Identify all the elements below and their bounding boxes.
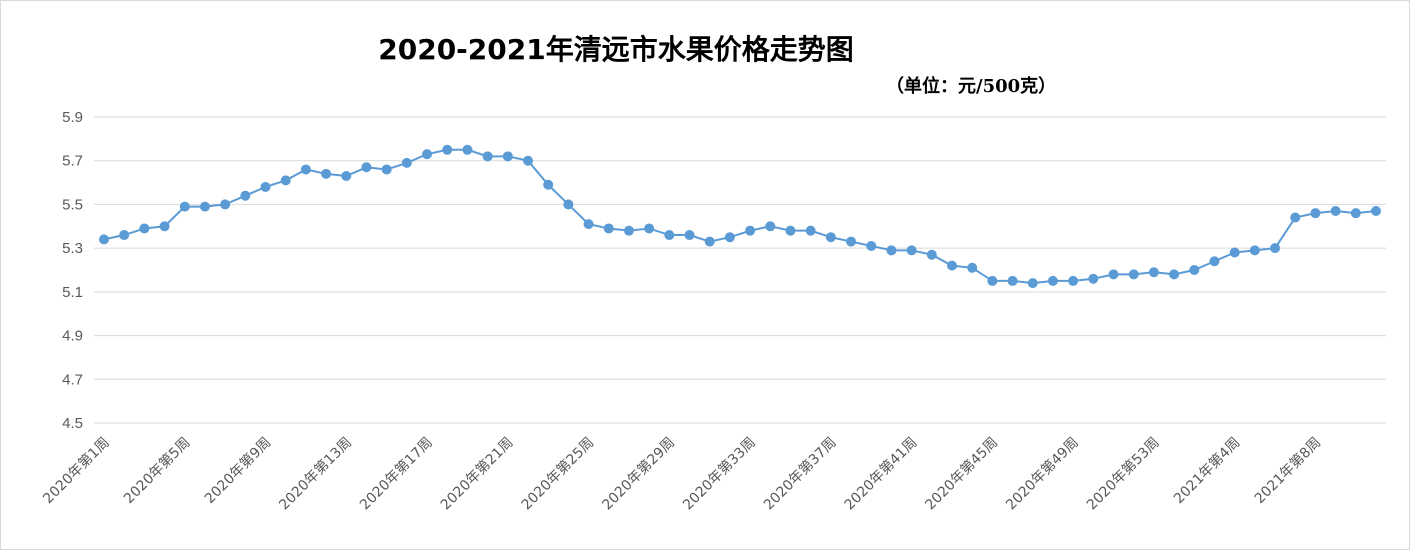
data-point — [1007, 275, 1018, 286]
data-point — [381, 164, 392, 175]
unit-label: （单位：元/500克） — [886, 75, 1056, 97]
data-point — [1330, 205, 1341, 216]
chart-title: 2020-2021年清远市水果价格走势图 — [378, 33, 853, 66]
data-point — [1128, 269, 1139, 280]
data-point — [785, 225, 796, 236]
x-tick-label: 2020年第21周 — [437, 434, 517, 514]
data-point — [502, 151, 513, 162]
x-tick-label: 2020年第5周 — [120, 434, 193, 507]
y-tick-label: 5.5 — [62, 196, 83, 213]
data-point — [1088, 273, 1099, 284]
data-point — [300, 164, 311, 175]
data-point — [664, 230, 675, 241]
data-point — [401, 157, 412, 168]
x-tick-label: 2020年第33周 — [679, 434, 759, 514]
data-point — [987, 275, 998, 286]
data-point — [745, 225, 756, 236]
data-point — [361, 162, 372, 173]
x-tick-label: 2020年第41周 — [841, 434, 921, 514]
data-point — [724, 232, 735, 243]
y-tick-label: 4.5 — [62, 415, 83, 432]
data-point — [1270, 243, 1281, 254]
data-point — [1027, 278, 1038, 289]
data-point — [926, 249, 937, 260]
data-point — [159, 221, 170, 232]
data-point — [462, 144, 473, 155]
data-point — [1350, 208, 1361, 219]
data-point — [523, 155, 533, 166]
data-point — [1249, 245, 1260, 256]
data-point — [825, 232, 836, 243]
data-point — [1189, 265, 1200, 275]
data-point — [704, 236, 715, 247]
data-point — [422, 149, 433, 160]
data-point — [1047, 275, 1058, 286]
x-tick-label: 2021年第4周 — [1170, 434, 1243, 507]
data-point — [260, 181, 271, 192]
x-tick-label: 2020年第45周 — [922, 434, 1002, 514]
data-point — [240, 190, 251, 201]
data-point — [442, 144, 453, 155]
y-tick-label: 4.7 — [62, 371, 83, 388]
data-point — [866, 240, 877, 251]
x-tick-label: 2021年第8周 — [1251, 434, 1324, 507]
data-point — [583, 219, 594, 230]
data-point — [199, 201, 210, 212]
data-point — [1169, 269, 1180, 280]
data-point — [603, 223, 614, 234]
data-point — [967, 262, 978, 273]
x-tick-label: 2020年第37周 — [760, 434, 840, 514]
data-point — [482, 151, 493, 162]
data-point — [280, 175, 291, 186]
data-point — [179, 201, 190, 212]
data-point — [1290, 212, 1301, 223]
data-point — [623, 225, 634, 236]
data-point — [1229, 247, 1240, 258]
x-tick-label: 2020年第53周 — [1083, 434, 1163, 514]
y-tick-label: 4.9 — [62, 328, 83, 345]
data-point — [1371, 205, 1381, 216]
data-point — [1068, 275, 1079, 286]
x-tick-label: 2020年第1周 — [40, 434, 113, 507]
y-tick-label: 5.9 — [62, 109, 83, 126]
data-point — [805, 225, 816, 236]
y-tick-label: 5.1 — [62, 284, 83, 301]
data-point — [220, 199, 231, 210]
y-axis-ticks: 5.9 5.7 5.5 5.3 5.1 4.9 4.7 4.5 — [62, 109, 83, 432]
data-point — [684, 230, 695, 241]
data-point — [139, 223, 150, 234]
data-point — [644, 223, 655, 234]
data-point — [1310, 208, 1321, 219]
data-point — [1148, 267, 1159, 278]
data-point — [1209, 256, 1220, 267]
x-tick-label: 2020年第25周 — [518, 434, 598, 514]
data-points — [99, 144, 1381, 289]
x-axis-ticks: 2020年第1周 2020年第5周 2020年第9周 2020年第13周 2020年第1… — [40, 434, 1325, 514]
data-point — [765, 221, 776, 232]
data-point — [846, 236, 857, 247]
data-point — [563, 199, 574, 210]
data-point — [886, 245, 897, 256]
x-tick-label: 2020年第17周 — [356, 434, 436, 514]
data-point — [947, 260, 957, 271]
data-point — [543, 179, 554, 190]
grid-lines — [94, 116, 1386, 424]
x-tick-label: 2020年第29周 — [599, 434, 679, 514]
x-tick-label: 2020年第9周 — [201, 434, 274, 507]
y-tick-label: 5.7 — [62, 153, 83, 170]
series-line — [103, 148, 1377, 285]
data-point — [906, 245, 917, 256]
data-point — [99, 234, 109, 245]
data-point — [1108, 269, 1119, 280]
x-tick-label: 2020年第13周 — [276, 434, 356, 514]
x-tick-label: 2020年第49周 — [1002, 434, 1082, 514]
data-point — [341, 171, 352, 182]
data-point — [119, 230, 130, 241]
y-tick-label: 5.3 — [62, 240, 83, 257]
data-point — [321, 168, 332, 179]
